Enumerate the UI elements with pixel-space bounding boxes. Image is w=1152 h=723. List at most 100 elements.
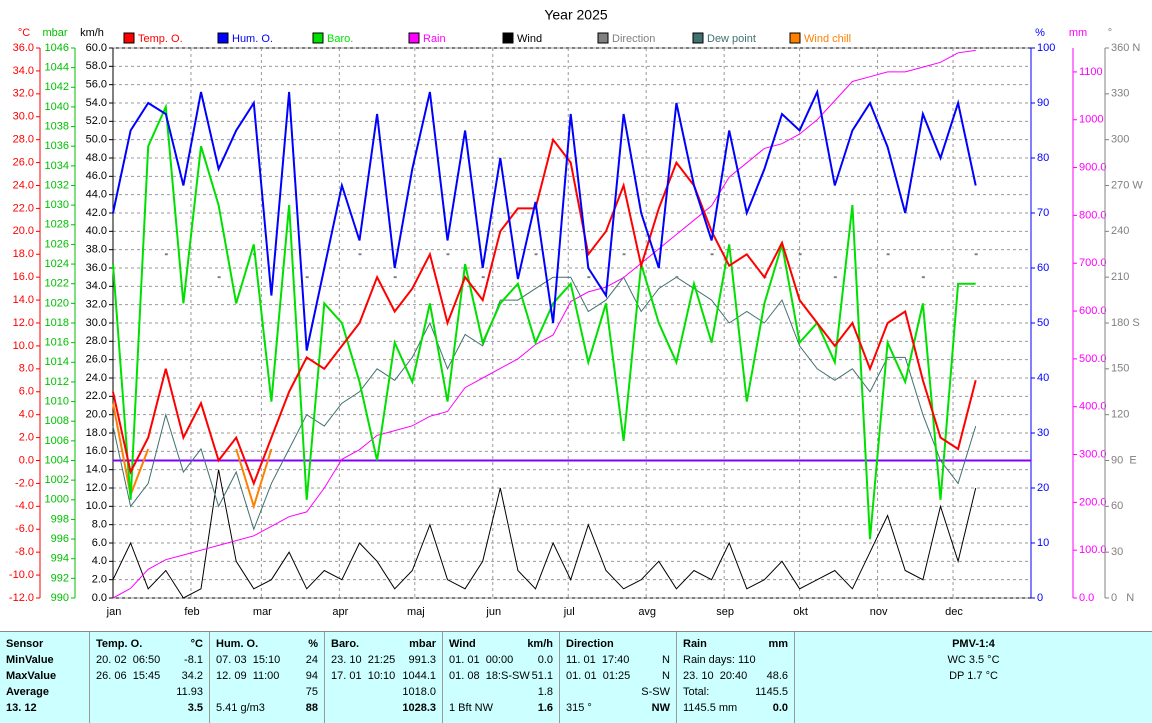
cell-left: 23. 10 20:40 bbox=[683, 670, 748, 682]
y-tick-label: 1006 bbox=[45, 435, 69, 447]
cell-left: 5.41 g/m3 bbox=[216, 702, 265, 714]
y-tick-label: 1010 bbox=[45, 395, 69, 407]
cell-left: 01. 01 01:25 bbox=[566, 670, 631, 682]
direction-dot bbox=[446, 253, 450, 256]
y-tick-label: 46.0 bbox=[86, 170, 107, 182]
legend-swatch bbox=[789, 32, 801, 44]
row: 01. 01 00:00 0.0 bbox=[449, 652, 553, 668]
y-tick-label: 80 bbox=[1037, 152, 1049, 164]
y-tick-label: 1004 bbox=[45, 454, 69, 466]
series-line bbox=[112, 469, 977, 599]
y-tick-label: 90 bbox=[1037, 97, 1049, 109]
row: Sensor bbox=[6, 636, 83, 652]
row: 13. 12 bbox=[6, 700, 83, 716]
row: 23. 10 20:40 48.6 bbox=[683, 668, 788, 684]
y-tick-label: 800.0 bbox=[1079, 209, 1107, 221]
axis-unit: mbar bbox=[42, 27, 67, 39]
column-title: Baro. bbox=[331, 638, 360, 650]
series-line bbox=[112, 137, 977, 487]
cell-left: 1 Bft NW bbox=[449, 702, 494, 714]
direction-dot bbox=[675, 276, 679, 279]
y-tick-label: 48.0 bbox=[86, 152, 107, 164]
y-tick-label: 994 bbox=[51, 553, 69, 565]
y-tick-label: 40.0 bbox=[86, 225, 107, 237]
direction-dot bbox=[974, 253, 978, 256]
y-tick-label: 42.0 bbox=[86, 207, 107, 219]
cell-right: 1018.0 bbox=[402, 686, 436, 698]
y-tick-label: 10 bbox=[1037, 537, 1049, 549]
y-tick-label: -12.0 bbox=[9, 592, 34, 604]
column-header: Rain mm bbox=[683, 636, 788, 652]
direction-dot bbox=[358, 253, 362, 256]
cell-right: 1028.3 bbox=[402, 702, 436, 714]
cell-right: 991.3 bbox=[408, 654, 436, 666]
x-tick-label: sep bbox=[716, 606, 734, 618]
row: 315 ° NW bbox=[566, 700, 670, 716]
y-tick-label: 300 bbox=[1111, 134, 1129, 146]
cell-left: 26. 06 15:45 bbox=[96, 670, 161, 682]
y-tick-label: 38.0 bbox=[86, 244, 107, 256]
y-tick-label: 998 bbox=[51, 513, 69, 525]
y-tick-label: 1042 bbox=[45, 81, 69, 93]
y-tick-label: 1028 bbox=[45, 219, 69, 231]
column-title: Rain bbox=[683, 638, 707, 650]
y-tick-label: 6.0 bbox=[92, 537, 107, 549]
stats-column: Temp. O. °C 20. 02 06:50 -8.1 26. 06 15:45 34… bbox=[90, 632, 210, 723]
direction-dot bbox=[305, 276, 309, 279]
y-tick-label: 990 bbox=[51, 592, 69, 604]
pmv-line: WC 3.5 °C bbox=[947, 654, 1000, 666]
cell-right: 1.8 bbox=[537, 686, 553, 698]
column-title: Wind bbox=[449, 638, 476, 650]
y-tick-label: 500.0 bbox=[1079, 353, 1107, 365]
cell-right: 1.6 bbox=[537, 702, 553, 714]
row: 07. 03 15:10 24 bbox=[216, 652, 318, 668]
direction-dot bbox=[622, 253, 626, 256]
row: Rain days: 110 bbox=[683, 652, 788, 668]
y-tick-label: 12.0 bbox=[86, 482, 107, 494]
y-tick-label: 2.0 bbox=[19, 431, 34, 443]
legend-swatch bbox=[123, 32, 135, 44]
stats-column: Baro. mbar 23. 10 21:25 991.3 17. 01 10:10 10… bbox=[325, 632, 443, 723]
y-tick-label: 1002 bbox=[45, 474, 69, 486]
y-tick-label: 900.0 bbox=[1079, 161, 1107, 173]
y-tick-label: 1046 bbox=[45, 42, 69, 54]
legend-label: Dew point bbox=[707, 33, 756, 45]
cell-right: 94 bbox=[305, 670, 318, 682]
row: Total: 1145.5 bbox=[683, 684, 788, 700]
y-tick-label: 30 bbox=[1037, 427, 1049, 439]
y-tick-label: 0 N bbox=[1111, 592, 1134, 604]
row: 26. 06 15:45 34.2 bbox=[96, 668, 203, 684]
y-tick-label: 20.0 bbox=[13, 225, 34, 237]
y-tick-label: 60.0 bbox=[86, 42, 107, 54]
y-tick-label: 18.0 bbox=[13, 248, 34, 260]
row-label: 13. 12 bbox=[6, 702, 37, 714]
row-label: Average bbox=[6, 686, 50, 698]
y-tick-label: 56.0 bbox=[86, 79, 107, 91]
y-tick-label: 2.0 bbox=[92, 574, 107, 586]
y-tick-label: 16.0 bbox=[13, 271, 34, 283]
sensor-column: Sensor MinValue MaxValue Average 13. 12 bbox=[0, 632, 90, 723]
row: 1018.0 bbox=[331, 684, 436, 700]
cell-right: 1044.1 bbox=[402, 670, 436, 682]
column-unit: °C bbox=[190, 638, 203, 650]
direction-dot bbox=[217, 276, 221, 279]
y-tick-label: 1014 bbox=[45, 356, 69, 368]
legend-label: Rain bbox=[423, 33, 446, 45]
y-tick-label: 40 bbox=[1037, 372, 1049, 384]
cell-right: 0.0 bbox=[537, 654, 553, 666]
y-tick-label: 12.0 bbox=[13, 317, 34, 329]
y-tick-label: 20 bbox=[1037, 482, 1049, 494]
series-line bbox=[112, 49, 976, 599]
cell-right: 75 bbox=[305, 686, 318, 698]
chart: Year 2025 jan feb mar apr maj jun jul avg sep okt… bbox=[9, 7, 1143, 618]
y-tick-label: 0 bbox=[1037, 592, 1043, 604]
y-tick-label: 1000 bbox=[1079, 114, 1103, 126]
y-tick-label: 24.0 bbox=[13, 179, 34, 191]
cell-left: 20. 02 06:50 bbox=[96, 654, 161, 666]
legend-swatch bbox=[408, 32, 420, 44]
direction-dot bbox=[833, 276, 837, 279]
x-tick-label: okt bbox=[793, 606, 808, 618]
y-tick-label: 300.0 bbox=[1079, 448, 1107, 460]
column-header: Temp. O. °C bbox=[96, 636, 203, 652]
row: 1028.3 bbox=[331, 700, 436, 716]
